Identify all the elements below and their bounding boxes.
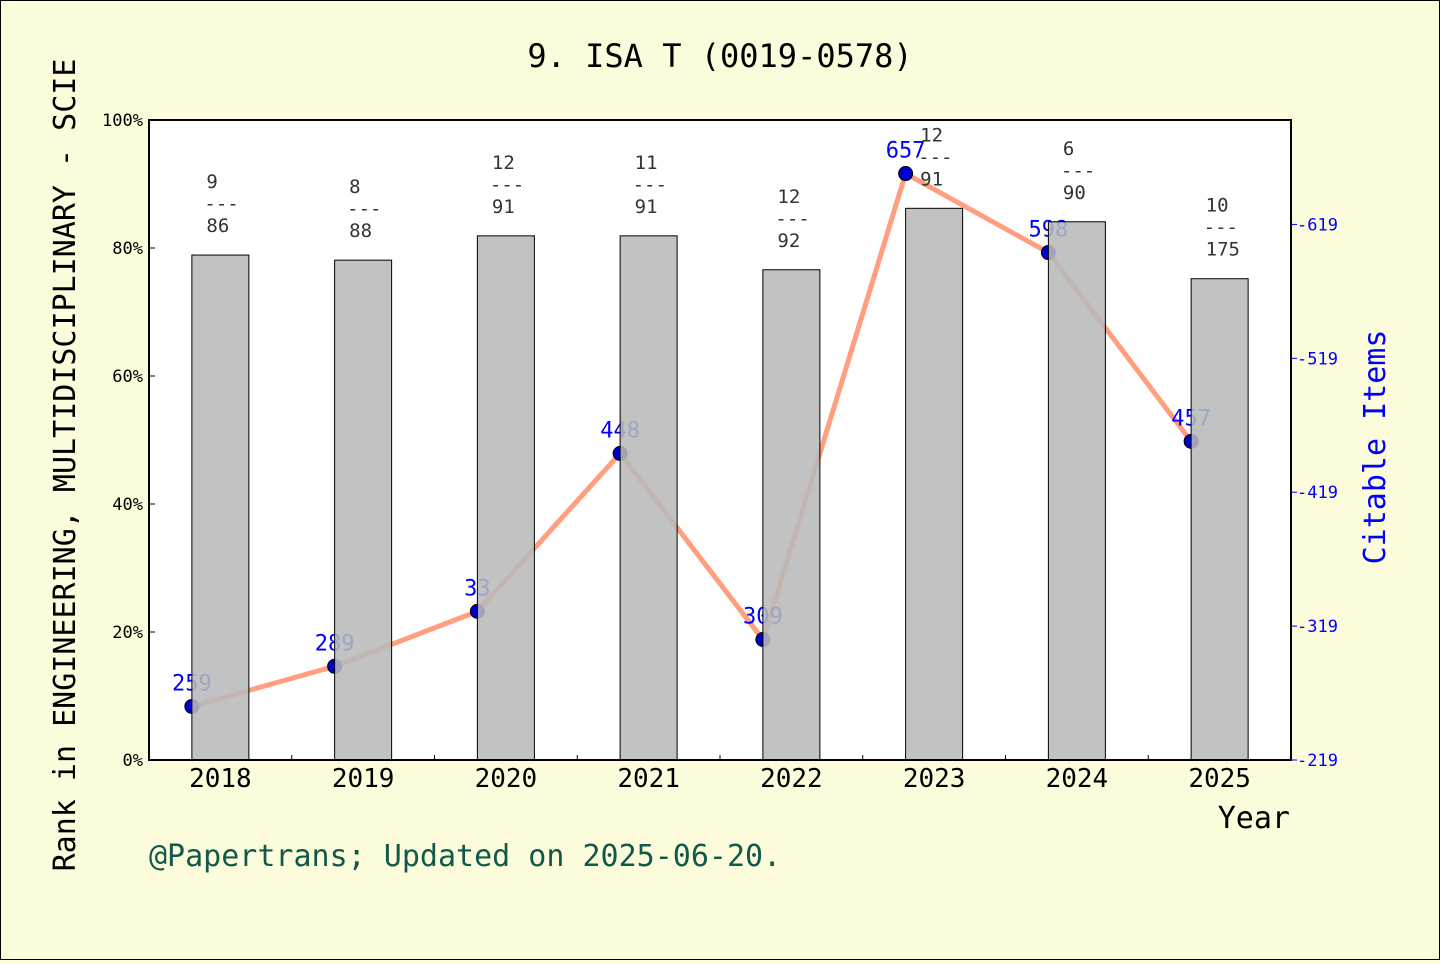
y-tick-label: 60% bbox=[112, 367, 143, 387]
citable-items-point bbox=[898, 166, 914, 182]
rank-divider: --- bbox=[347, 198, 381, 220]
x-axis-label: Year bbox=[1218, 801, 1290, 836]
y-tick-label: 0% bbox=[123, 751, 143, 771]
x-tick-label: 2022 bbox=[760, 764, 823, 794]
total-label: 91 bbox=[492, 196, 515, 218]
rank-label: 12 bbox=[492, 152, 515, 174]
rank-label: 8 bbox=[349, 176, 360, 198]
rank-divider: --- bbox=[1061, 160, 1095, 182]
x-tick-label: 2020 bbox=[475, 764, 538, 794]
total-label: 86 bbox=[206, 215, 229, 237]
rank-bar bbox=[905, 207, 964, 761]
rank-divider: --- bbox=[633, 174, 667, 196]
rank-bar bbox=[1190, 278, 1249, 761]
x-tick-label: 2021 bbox=[617, 764, 680, 794]
total-label: 90 bbox=[1063, 182, 1086, 204]
y-tick-label: 20% bbox=[112, 623, 143, 643]
x-tick-label: 2025 bbox=[1188, 764, 1251, 794]
rank-divider: --- bbox=[490, 174, 524, 196]
y2-axis-label: Citable Items bbox=[1358, 330, 1393, 565]
rank-label: 10 bbox=[1206, 195, 1229, 217]
rank-bar bbox=[191, 254, 250, 761]
total-label: 92 bbox=[777, 230, 800, 252]
footer-credit: @Papertrans; Updated on 2025-06-20. bbox=[149, 839, 781, 874]
rank-bar bbox=[334, 259, 393, 761]
total-label: 175 bbox=[1206, 239, 1240, 261]
x-tick-label: 2018 bbox=[189, 764, 252, 794]
y2-tick-label: -619 bbox=[1297, 215, 1338, 235]
y2-tick-label: -319 bbox=[1297, 617, 1338, 637]
rank-label: 12 bbox=[777, 186, 800, 208]
total-label: 91 bbox=[920, 168, 943, 190]
y2-tick-label: -519 bbox=[1297, 349, 1338, 369]
rank-bar bbox=[619, 235, 678, 761]
rank-divider: --- bbox=[1204, 217, 1238, 239]
rank-label: 12 bbox=[920, 124, 943, 146]
rank-divider: --- bbox=[918, 146, 952, 168]
x-tick-label: 2023 bbox=[903, 764, 966, 794]
rank-bar bbox=[762, 269, 821, 761]
y2-tick-label: -219 bbox=[1297, 751, 1338, 771]
chart-title: 9. ISA T (0019-0578) bbox=[527, 37, 912, 75]
rank-label: 9 bbox=[206, 171, 217, 193]
rank-divider: --- bbox=[204, 193, 238, 215]
plot-area bbox=[149, 120, 1291, 760]
rank-label: 11 bbox=[635, 152, 658, 174]
x-tick-label: 2019 bbox=[332, 764, 395, 794]
y-tick-label: 40% bbox=[112, 495, 143, 515]
y2-tick-label: -419 bbox=[1297, 483, 1338, 503]
rank-bar bbox=[1047, 221, 1106, 761]
rank-divider: --- bbox=[775, 208, 809, 230]
y-axis-label: Rank in ENGINEERING, MULTIDISCIPLINARY -… bbox=[48, 59, 83, 872]
x-tick-label: 2024 bbox=[1046, 764, 1109, 794]
y-tick-label: 80% bbox=[112, 239, 143, 259]
total-label: 91 bbox=[635, 196, 658, 218]
rank-bar bbox=[476, 235, 535, 761]
rank-label: 6 bbox=[1063, 138, 1074, 160]
total-label: 88 bbox=[349, 220, 372, 242]
y-tick-label: 100% bbox=[102, 111, 143, 131]
citable-items-label: 657 bbox=[886, 139, 926, 164]
